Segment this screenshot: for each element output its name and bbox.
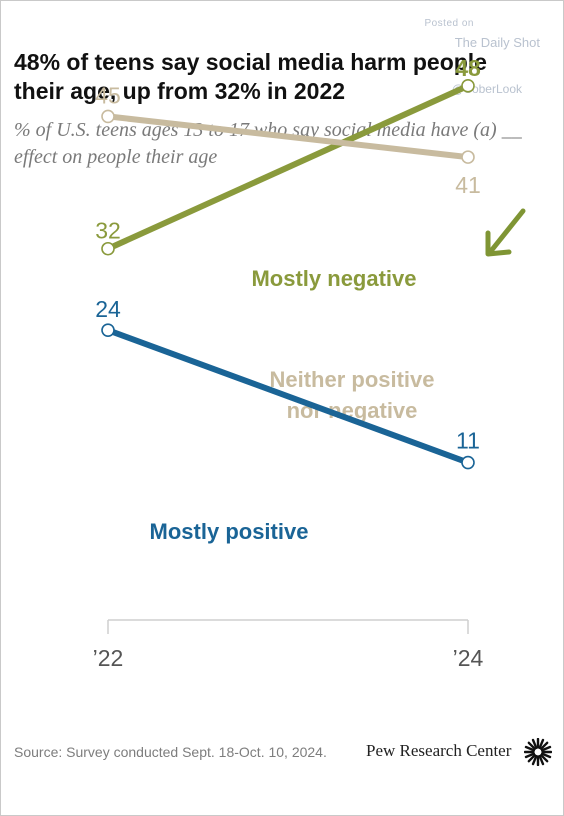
- series-label: Mostly positive: [150, 519, 309, 544]
- data-label: 41: [455, 172, 481, 198]
- series-mostly-negative: 32 48 Mostly negative: [95, 55, 481, 291]
- data-point: [461, 455, 475, 470]
- data-point: [461, 79, 475, 93]
- series-label: Neither positive nor negative: [269, 367, 434, 423]
- logo-ray: [538, 754, 545, 766]
- logo-ray: [540, 752, 552, 759]
- source-note: Source: Survey conducted Sept. 18-Oct. 1…: [14, 744, 327, 760]
- data-label: 45: [95, 82, 121, 108]
- x-axis: ’22 ’24: [93, 619, 484, 671]
- series-neither-positive-nor-negative: 45 41 Neither positive nor negative: [95, 82, 481, 423]
- arrow-head: [485, 230, 512, 257]
- data-label: 48: [455, 55, 481, 81]
- logo-ray: [524, 752, 536, 759]
- watermark-site: The Daily Shot: [454, 35, 540, 50]
- logo-ray: [539, 753, 549, 763]
- chart-subtitle: % of U.S. teens ages 13 to 17 who say so…: [14, 119, 522, 168]
- arrow-shaft: [488, 208, 526, 254]
- logo-ray: [539, 741, 549, 751]
- series-line: [106, 327, 470, 466]
- slope-chart: ’22 ’24 32 48 Mostly negative 45 41 Neither p…: [93, 55, 526, 671]
- data-point: [101, 109, 115, 124]
- x-tick-label: ’22: [93, 645, 124, 671]
- chart-title: 48% of teens say social media harm peopl…: [14, 49, 487, 104]
- pew-logo-icon: [524, 738, 552, 766]
- logo-ray: [540, 745, 552, 752]
- logo-ray: [524, 745, 536, 752]
- series-mostly-positive: 24 11 Mostly positive: [95, 296, 480, 544]
- x-tick-label: ’24: [453, 645, 484, 671]
- logo-ray: [531, 738, 538, 750]
- series-line: [106, 83, 470, 252]
- logo-ray: [538, 738, 545, 750]
- watermark-posted-on: Posted on: [424, 18, 474, 29]
- data-point: [101, 323, 115, 337]
- brand-name: Pew Research Center: [366, 741, 512, 760]
- logo-ray: [531, 754, 538, 766]
- data-point: [461, 150, 475, 164]
- annotation-arrow-icon: [485, 208, 526, 257]
- series-layer: 32 48 Mostly negative 45 41 Neither positive n…: [95, 55, 481, 544]
- logo-ray: [527, 741, 537, 751]
- series-line: [107, 113, 469, 161]
- series-label: Mostly negative: [251, 266, 416, 291]
- data-label: 24: [95, 296, 121, 322]
- data-point: [101, 241, 115, 256]
- logo-ray: [527, 753, 537, 763]
- data-label: 11: [456, 428, 480, 454]
- series-label-line: Neither positive: [269, 367, 434, 392]
- data-label: 32: [95, 218, 121, 244]
